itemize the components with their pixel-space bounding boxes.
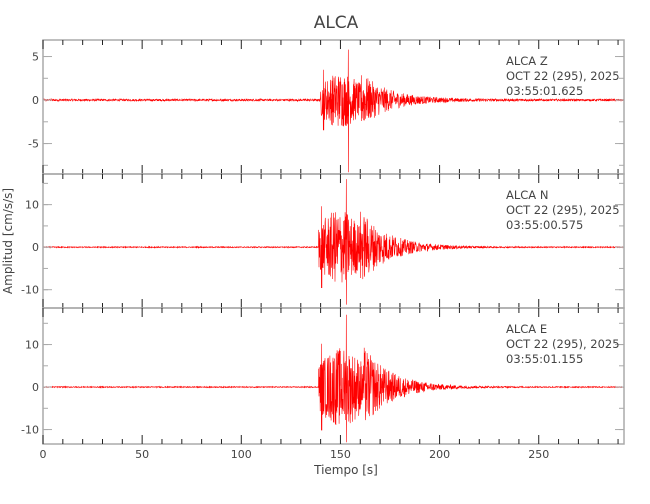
- y-axis-label: Amplitud [cm/s/s]: [1, 188, 15, 294]
- x-tick-label: 250: [528, 448, 549, 461]
- y-tick-label: -10: [21, 284, 39, 297]
- x-tick-label: 50: [135, 448, 149, 461]
- y-tick-label: -10: [21, 424, 39, 437]
- y-tick-label: 10: [25, 339, 39, 352]
- waveform-trace: [42, 49, 625, 173]
- panel-frame: [42, 307, 625, 445]
- y-tick-label: 0: [32, 94, 39, 107]
- x-tick-label: 100: [231, 448, 252, 461]
- x-tick-label: 200: [429, 448, 450, 461]
- date-label: OCT 22 (295), 2025: [506, 203, 620, 217]
- x-axis-label: Tiempo [s]: [313, 463, 378, 477]
- date-label: OCT 22 (295), 2025: [506, 69, 620, 83]
- y-tick-label: -5: [28, 138, 39, 151]
- station-component-label: ALCA E: [506, 322, 547, 336]
- waveform-trace: [43, 179, 625, 305]
- y-tick-label: 0: [32, 381, 39, 394]
- y-tick-label: 5: [32, 51, 39, 64]
- waveform-trace: [42, 314, 624, 443]
- y-tick-label: 10: [25, 199, 39, 212]
- station-component-label: ALCA Z: [506, 54, 548, 68]
- x-tick-label: 0: [40, 448, 47, 461]
- start-time-label: 03:55:01.155: [506, 352, 583, 366]
- start-time-label: 03:55:00.575: [506, 218, 583, 232]
- date-label: OCT 22 (295), 2025: [506, 337, 620, 351]
- start-time-label: 03:55:01.625: [506, 84, 583, 98]
- station-component-label: ALCA N: [506, 188, 548, 202]
- chart-title: ALCA: [314, 13, 359, 33]
- y-tick-label: 0: [32, 241, 39, 254]
- x-tick-label: 150: [330, 448, 351, 461]
